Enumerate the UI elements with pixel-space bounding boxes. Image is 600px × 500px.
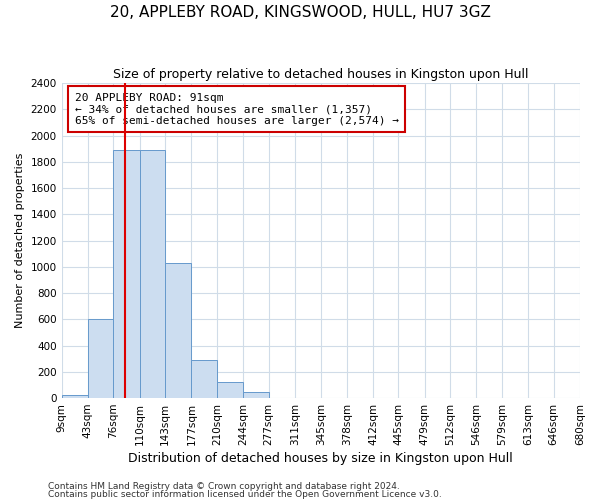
- Y-axis label: Number of detached properties: Number of detached properties: [15, 153, 25, 328]
- Bar: [191, 360, 217, 398]
- Bar: [140, 150, 165, 398]
- Bar: [62, 395, 88, 398]
- Bar: [88, 320, 113, 398]
- Text: Contains HM Land Registry data © Crown copyright and database right 2024.: Contains HM Land Registry data © Crown c…: [48, 482, 400, 491]
- Bar: [243, 392, 269, 398]
- X-axis label: Distribution of detached houses by size in Kingston upon Hull: Distribution of detached houses by size …: [128, 452, 513, 465]
- Text: 20, APPLEBY ROAD, KINGSWOOD, HULL, HU7 3GZ: 20, APPLEBY ROAD, KINGSWOOD, HULL, HU7 3…: [110, 5, 490, 20]
- Title: Size of property relative to detached houses in Kingston upon Hull: Size of property relative to detached ho…: [113, 68, 529, 80]
- Bar: [217, 382, 243, 398]
- Bar: [165, 263, 191, 398]
- Text: Contains public sector information licensed under the Open Government Licence v3: Contains public sector information licen…: [48, 490, 442, 499]
- Text: 20 APPLEBY ROAD: 91sqm
← 34% of detached houses are smaller (1,357)
65% of semi-: 20 APPLEBY ROAD: 91sqm ← 34% of detached…: [74, 92, 398, 126]
- Bar: [113, 150, 140, 398]
